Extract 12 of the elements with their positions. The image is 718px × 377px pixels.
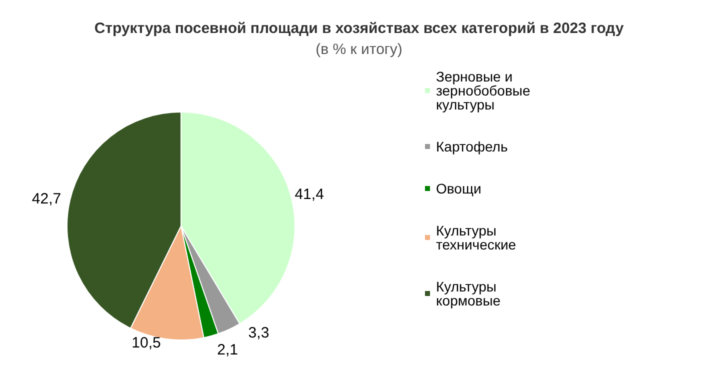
data-label: 42,7 [32,190,62,208]
data-label: 3,3 [248,324,270,342]
data-label: 41,4 [294,186,324,204]
legend-label: Культуры кормовые [436,278,501,308]
legend-label: Картофель [436,138,508,154]
data-label: 2,1 [217,341,238,358]
legend-label: Овощи [436,180,482,196]
data-label: 10,5 [132,334,161,352]
legend-label: Культуры технические [436,222,516,252]
legend-label: Зерновые и зернобобовые культуры [436,68,534,112]
chart-subtitle: (в % к итогу) [316,41,402,58]
chart-title: Структура посевной площади в хозяйствах всех категорий в 2023 году [94,20,624,37]
